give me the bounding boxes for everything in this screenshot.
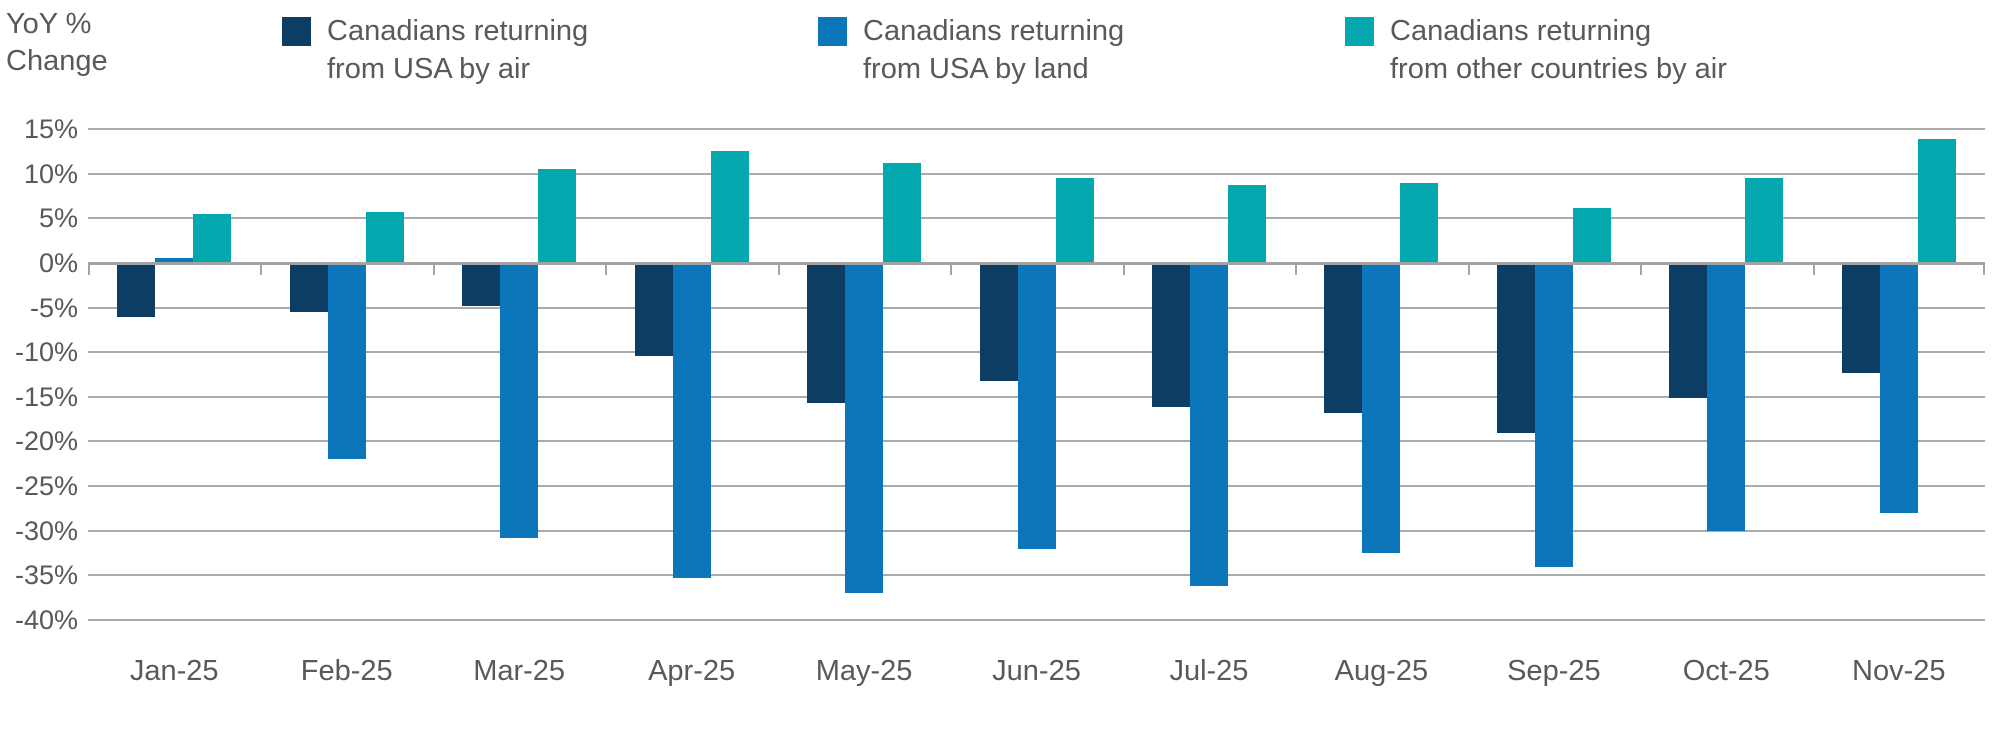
- y-tick-label: -30%: [14, 515, 78, 546]
- y-tick-label: -10%: [14, 337, 78, 368]
- axis-tick: [1983, 262, 1985, 275]
- legend-swatch-other-countries-by-air: [1345, 17, 1374, 46]
- bar-apr-25-series-1: [635, 262, 673, 356]
- legend-label-other-countries-by-air: Canadians returning from other countries …: [1390, 12, 1727, 88]
- axis-tick: [605, 262, 607, 275]
- legend: Canadians returning from USA by air Canad…: [0, 0, 2000, 95]
- legend-label-line: Canadians returning: [1390, 15, 1652, 47]
- bar-mar-25-series-3: [538, 169, 576, 264]
- x-tick-label: Oct-25: [1682, 655, 1770, 687]
- gridline: [88, 574, 1985, 577]
- plot-area: [88, 128, 1985, 621]
- legend-label-line: Canadians returning: [327, 15, 589, 47]
- bar-may-25-series-1: [807, 262, 845, 403]
- x-tick-label: Jun-25: [992, 655, 1081, 687]
- y-tick-label: 5%: [38, 203, 78, 234]
- bar-oct-25-series-1: [1669, 262, 1707, 398]
- y-tick-label: -20%: [14, 426, 78, 457]
- axis-tick: [1468, 262, 1470, 275]
- bar-oct-25-series-3: [1745, 178, 1783, 264]
- bar-feb-25-series-3: [366, 212, 404, 264]
- x-tick-label: Aug-25: [1334, 655, 1429, 687]
- y-tick-label: 10%: [23, 158, 78, 189]
- x-tick-label: May-25: [815, 655, 913, 687]
- legend-label-line: Canadians returning: [863, 15, 1125, 47]
- gridline: [88, 172, 1985, 175]
- bar-nov-25-series-1: [1842, 262, 1880, 373]
- bar-jun-25-series-1: [980, 262, 1018, 381]
- bar-jul-25-series-2: [1190, 262, 1228, 586]
- bar-jun-25-series-2: [1018, 262, 1056, 549]
- bar-mar-25-series-1: [462, 262, 500, 306]
- axis-tick: [1123, 262, 1125, 275]
- x-tick-label: Jan-25: [129, 655, 219, 687]
- axis-tick: [1295, 262, 1297, 275]
- y-tick-label: -25%: [14, 471, 78, 502]
- bar-sep-25-series-3: [1573, 208, 1611, 263]
- bar-mar-25-series-2: [500, 262, 538, 538]
- bar-jun-25-series-3: [1056, 178, 1094, 264]
- legend-label-line: from USA by land: [863, 53, 1089, 85]
- x-tick-label: Apr-25: [648, 655, 736, 687]
- y-tick-label: -35%: [14, 560, 78, 591]
- bar-jan-25-series-1: [117, 262, 155, 317]
- bar-aug-25-series-1: [1324, 262, 1362, 413]
- gridline: [88, 217, 1985, 220]
- legend-item-usa-by-air: Canadians returning from USA by air: [282, 12, 588, 88]
- legend-item-other-countries-by-air: Canadians returning from other countries …: [1345, 12, 1727, 88]
- gridline: [88, 128, 1985, 130]
- bar-nov-25-series-2: [1880, 262, 1918, 513]
- x-tick-label: Mar-25: [473, 655, 566, 687]
- bar-may-25-series-2: [845, 262, 883, 593]
- bar-aug-25-series-3: [1400, 182, 1438, 263]
- y-tick-label: -5%: [29, 292, 78, 323]
- legend-swatch-usa-by-air: [282, 17, 311, 46]
- y-axis-title-line1: YoY %: [6, 8, 92, 40]
- legend-label-line: from USA by air: [327, 53, 531, 85]
- legend-swatch-usa-by-land: [818, 17, 847, 46]
- bar-sep-25-series-2: [1535, 262, 1573, 567]
- bar-apr-25-series-2: [673, 262, 711, 578]
- bar-jan-25-series-2: [155, 258, 193, 263]
- bar-jul-25-series-1: [1152, 262, 1190, 407]
- bar-jan-25-series-3: [193, 213, 231, 263]
- bar-feb-25-series-2: [328, 262, 366, 459]
- bar-may-25-series-3: [883, 162, 921, 263]
- x-tick-label: Jul-25: [1169, 655, 1249, 687]
- axis-tick: [88, 262, 90, 275]
- bar-sep-25-series-1: [1497, 262, 1535, 433]
- axis-tick: [778, 262, 780, 275]
- y-tick-label: -40%: [14, 605, 78, 635]
- legend-item-usa-by-land: Canadians returning from USA by land: [818, 12, 1124, 88]
- y-axis-title-line2: Change: [6, 45, 108, 77]
- y-axis-title: YoY % Change: [6, 6, 108, 80]
- legend-label-usa-by-air: Canadians returning from USA by air: [327, 12, 588, 88]
- axis-tick: [1640, 262, 1642, 275]
- y-tick-label: -15%: [14, 381, 78, 412]
- axis-tick: [950, 262, 952, 275]
- gridline: [88, 619, 1985, 621]
- zero-axis-line: [88, 261, 1985, 265]
- axis-tick: [1813, 262, 1815, 275]
- bar-feb-25-series-1: [290, 262, 328, 312]
- legend-label-line: from other countries by air: [1390, 53, 1727, 85]
- y-tick-label: 0%: [38, 247, 78, 278]
- x-tick-label: Feb-25: [300, 655, 393, 687]
- y-tick-label: 15%: [23, 114, 78, 144]
- axis-tick: [433, 262, 435, 275]
- bar-nov-25-series-3: [1918, 138, 1956, 263]
- bar-oct-25-series-2: [1707, 262, 1745, 531]
- bar-jul-25-series-3: [1228, 185, 1266, 264]
- bar-apr-25-series-3: [711, 151, 749, 264]
- legend-label-usa-by-land: Canadians returning from USA by land: [863, 12, 1124, 88]
- bar-aug-25-series-2: [1362, 262, 1400, 553]
- x-tick-label: Sep-25: [1507, 655, 1601, 687]
- axis-tick: [260, 262, 262, 275]
- x-tick-label: Nov-25: [1852, 655, 1946, 687]
